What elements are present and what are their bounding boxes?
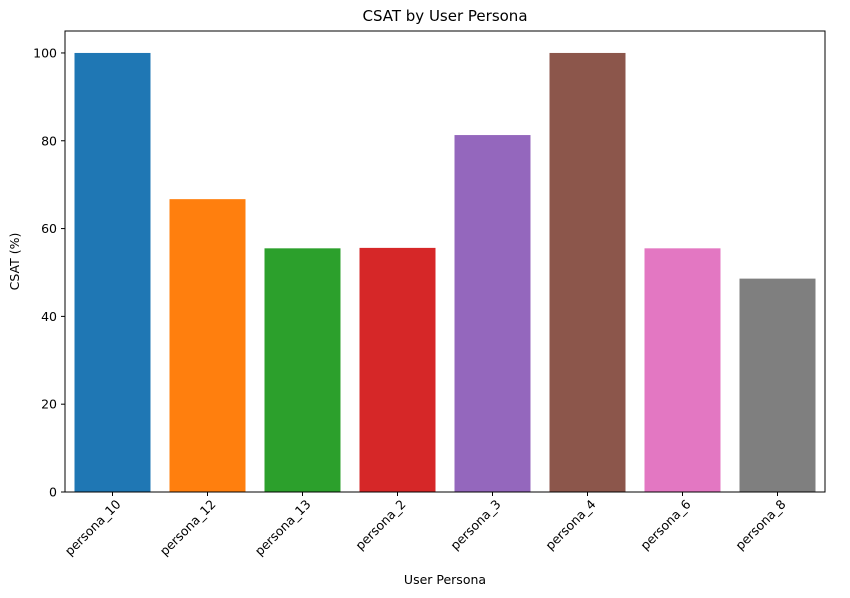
x-tick-label: persona_3 [447, 497, 503, 553]
y-axis: 0 20 40 60 80 100 [33, 45, 65, 500]
y-tick-label: 60 [41, 221, 57, 236]
bar-persona_6 [644, 248, 721, 492]
x-tick-label: persona_10 [62, 496, 124, 558]
x-tick-label: persona_13 [252, 497, 314, 559]
x-tick-label: persona_4 [542, 496, 598, 552]
bar-persona_8 [739, 278, 816, 492]
bars-group [74, 52, 816, 492]
chart-title: CSAT by User Persona [362, 7, 527, 25]
y-tick-label: 0 [49, 485, 57, 500]
x-tick-label: persona_6 [637, 496, 693, 552]
plot-frame [64, 30, 826, 493]
x-tick-label: persona_12 [157, 497, 219, 559]
x-axis-label: User Persona [404, 572, 486, 587]
bar-persona_2 [359, 247, 436, 492]
x-tick-label: persona_8 [732, 496, 788, 552]
bar-persona_3 [454, 135, 531, 492]
y-axis-label: CSAT (%) [7, 233, 22, 291]
bar-persona_12 [169, 199, 246, 492]
y-tick-label: 100 [33, 45, 57, 60]
y-tick-label: 40 [41, 309, 57, 324]
y-tick-label: 20 [41, 397, 57, 412]
x-axis: persona_10 persona_12 persona_13 persona_2 p… [62, 492, 789, 559]
bar-persona_4 [549, 52, 626, 492]
x-tick-label: persona_2 [352, 497, 408, 553]
y-tick-label: 80 [41, 133, 57, 148]
bar-persona_10 [74, 52, 151, 492]
bar-persona_13 [264, 248, 341, 492]
